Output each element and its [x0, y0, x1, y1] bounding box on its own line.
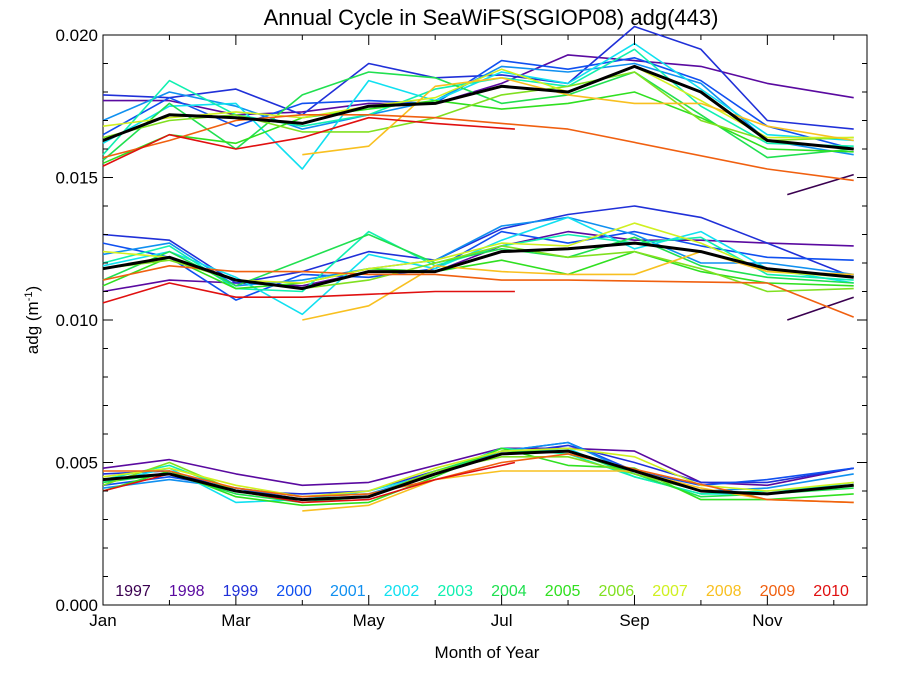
legend-entry-1997: 1997 — [115, 583, 151, 600]
legend-entry-2007: 2007 — [652, 583, 688, 600]
legend-entry-1999: 1999 — [223, 583, 259, 600]
series-line-2008-band-1 — [302, 250, 854, 321]
series-line-mean-band-0 — [102, 64, 854, 151]
series-mean — [102, 64, 854, 502]
series-line-1997-band-1 — [787, 296, 854, 321]
series-layer — [102, 25, 854, 512]
series-2008 — [302, 77, 854, 512]
y-tick-label-4: 0.020 — [55, 26, 98, 45]
legend-entry-2009: 2009 — [760, 583, 796, 600]
chart-title: Annual Cycle in SeaWiFS(SGIOP08) adg(443… — [264, 5, 719, 30]
series-line-2002-band-1 — [102, 216, 854, 316]
series-2010 — [102, 116, 516, 504]
y-axis-label-superscript: -1 — [23, 291, 35, 301]
x-tick-label-1: Mar — [221, 611, 251, 630]
y-axis-label: adg (m-1) — [23, 286, 42, 354]
x-tick-label-2: May — [353, 611, 386, 630]
legend-entry-2008: 2008 — [706, 583, 742, 600]
legend-entry-2000: 2000 — [276, 583, 312, 600]
series-line-2005-band-0 — [102, 91, 854, 165]
series-line-1997-band-0 — [787, 173, 854, 196]
y-axis-label-close: ) — [23, 286, 42, 292]
x-tick-label-0: Jan — [89, 611, 116, 630]
axis-layer: Jan Mar May Jul Sep Nov 0.000 0.005 0.010 0.015 0.… — [55, 26, 867, 630]
y-tick-label-2: 0.010 — [55, 311, 98, 330]
legend-entry-2006: 2006 — [599, 583, 635, 600]
x-tick-label-5: Nov — [752, 611, 783, 630]
series-line-2005-band-1 — [102, 250, 854, 290]
series-line-mean-band-2 — [102, 449, 854, 502]
series-line-mean-band-1 — [102, 241, 854, 291]
legend-entry-2002: 2002 — [384, 583, 420, 600]
series-line-2008-band-2 — [302, 470, 854, 512]
series-line-1999-band-0 — [102, 25, 854, 130]
y-axis-label-main: adg (m — [23, 301, 42, 354]
legend-entry-2003: 2003 — [437, 583, 473, 600]
x-tick-label-3: Jul — [491, 611, 513, 630]
series-line-2010-band-1 — [102, 282, 515, 304]
series-2005 — [102, 91, 854, 507]
series-line-2001-band-1 — [102, 216, 854, 287]
series-line-2008-band-0 — [302, 77, 854, 156]
legend-entry-2010: 2010 — [813, 583, 849, 600]
series-line-2010-band-0 — [102, 116, 515, 167]
series-line-2004-band-2 — [102, 450, 854, 504]
x-tick-label-4: Sep — [619, 611, 649, 630]
series-line-2002-band-0 — [102, 42, 854, 170]
legend-entry-2005: 2005 — [545, 583, 581, 600]
series-line-2009-band-0 — [102, 114, 854, 182]
x-axis-label: Month of Year — [435, 643, 540, 662]
legend-entry-2001: 2001 — [330, 583, 366, 600]
legend-entry-1998: 1998 — [169, 583, 205, 600]
series-1997 — [787, 173, 854, 321]
y-tick-label-0: 0.000 — [55, 596, 98, 615]
y-tick-label-1: 0.005 — [55, 454, 98, 473]
legend-entry-2004: 2004 — [491, 583, 527, 600]
legend: 1997 1998 1999 2000 2001 2002 2003 2004 2005 2006… — [115, 583, 849, 600]
series-2009 — [102, 114, 854, 504]
series-line-2004-band-1 — [102, 233, 854, 287]
y-tick-label-3: 0.015 — [55, 169, 98, 188]
